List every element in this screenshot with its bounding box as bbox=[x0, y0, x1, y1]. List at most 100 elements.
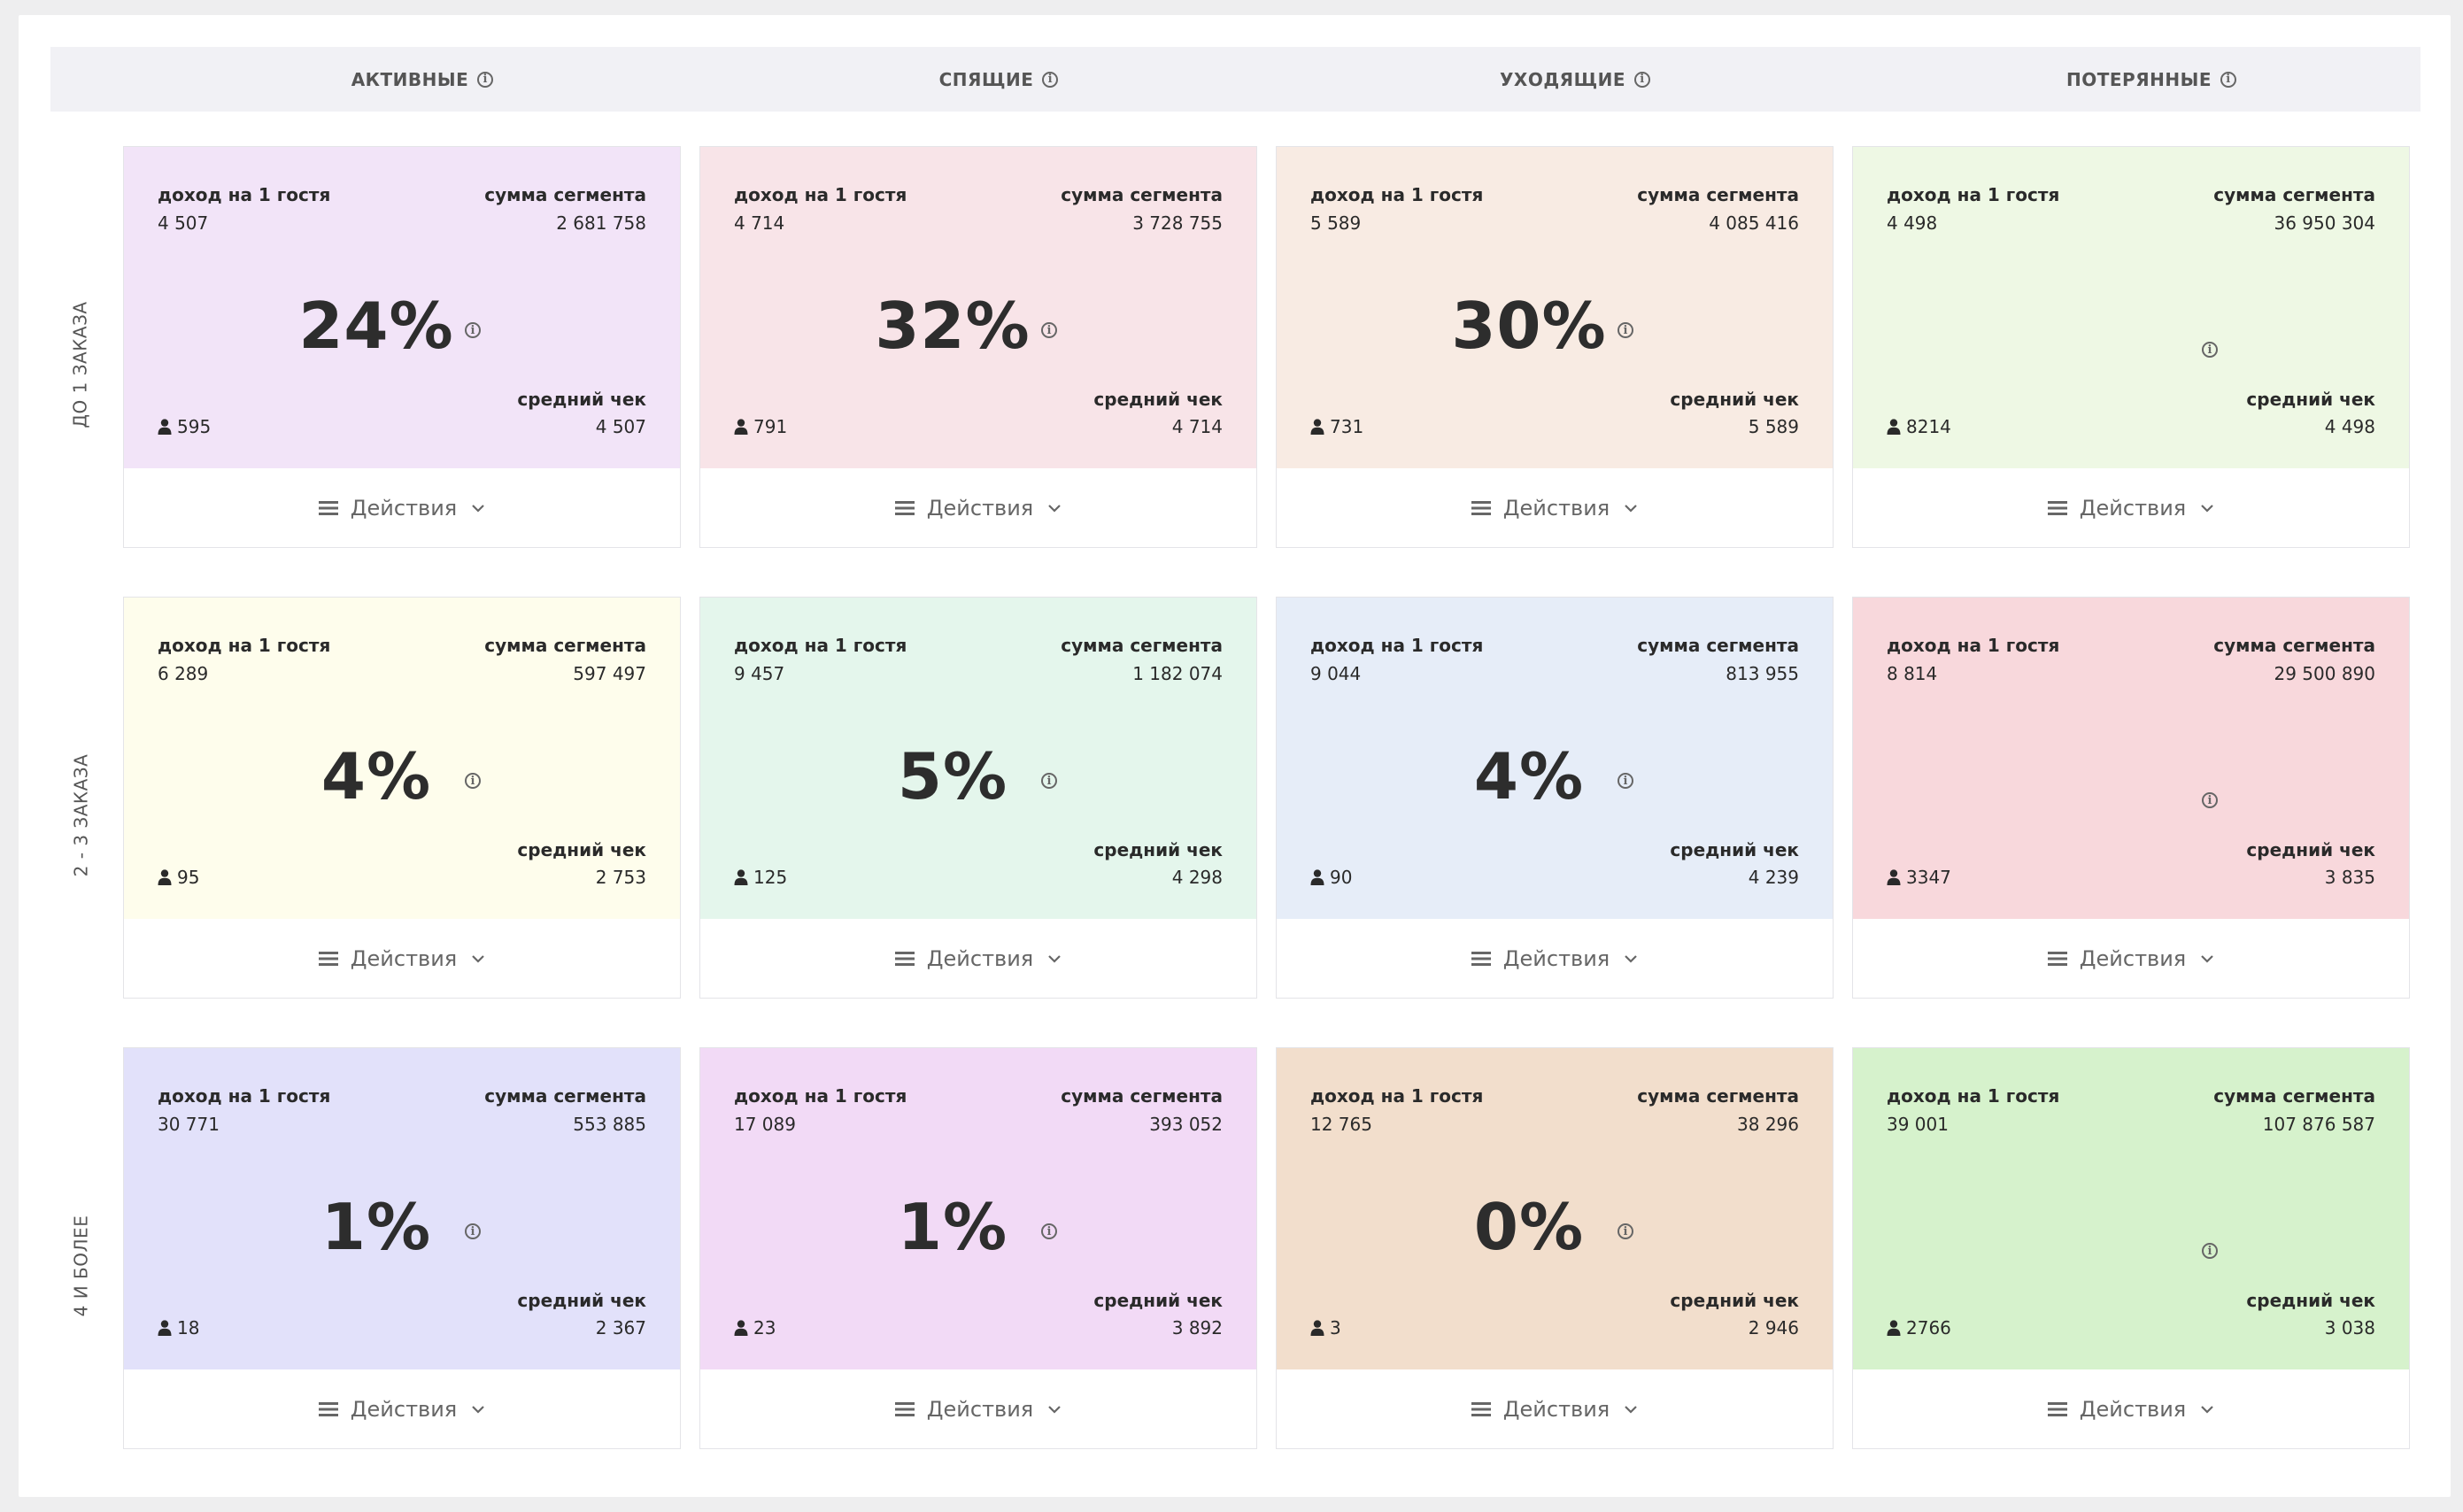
guest-count-value: 23 bbox=[753, 1317, 776, 1338]
menu-icon bbox=[318, 951, 338, 966]
actions-label: Действия bbox=[926, 1396, 1034, 1422]
segment-card: доход на 1 гостя 12 765 сумма сегмента 38 2… bbox=[1276, 1047, 1834, 1449]
actions-dropdown[interactable]: Действия bbox=[1277, 468, 1833, 547]
segment-card-body[interactable]: доход на 1 гостя 4 714 сумма сегмента 3 728… bbox=[700, 147, 1256, 468]
menu-icon bbox=[1471, 500, 1491, 515]
segment-columns-header: АКТИВНЫЕ i СПЯЩИЕ i УХОДЯЩИЕ i ПОТЕРЯННЫ… bbox=[50, 47, 2421, 112]
segment-card-body[interactable]: доход на 1 гостя 4 498 сумма сегмента 36 95… bbox=[1853, 147, 2409, 468]
income-per-guest-label: доход на 1 гостя bbox=[1887, 1085, 2060, 1107]
menu-icon bbox=[318, 1401, 338, 1416]
info-icon[interactable]: i bbox=[477, 71, 494, 88]
info-icon[interactable]: i bbox=[1618, 1223, 1633, 1239]
segment-card-body[interactable]: доход на 1 гостя 12 765 сумма сегмента 38 2… bbox=[1277, 1048, 1833, 1369]
avg-check-value: 4 507 bbox=[595, 416, 646, 437]
guest-count: 23 bbox=[734, 1317, 776, 1338]
column-leaving[interactable]: УХОДЯЩИЕ i bbox=[1287, 47, 1863, 112]
info-icon[interactable]: i bbox=[1633, 71, 1650, 88]
segment-card-body[interactable]: доход на 1 гостя 39 001 сумма сегмента 107 … bbox=[1853, 1048, 2409, 1369]
info-icon[interactable]: i bbox=[2202, 342, 2218, 358]
actions-dropdown[interactable]: Действия bbox=[700, 468, 1256, 547]
avg-check-label: средний чек bbox=[1670, 839, 1799, 860]
actions-dropdown[interactable]: Действия bbox=[1853, 919, 2409, 998]
chevron-down-icon bbox=[472, 504, 485, 513]
actions-dropdown[interactable]: Действия bbox=[1853, 468, 2409, 547]
column-label: УХОДЯЩИЕ bbox=[1500, 68, 1625, 90]
segment-sum-label: сумма сегмента bbox=[484, 1085, 646, 1107]
person-icon bbox=[1887, 1320, 1901, 1336]
segment-card-body[interactable]: доход на 1 гостя 5 589 сумма сегмента 4 085… bbox=[1277, 147, 1833, 468]
guest-count-value: 3 bbox=[1330, 1317, 1341, 1338]
avg-check-label: средний чек bbox=[2246, 1290, 2375, 1311]
actions-dropdown[interactable]: Действия bbox=[700, 1369, 1256, 1448]
segment-card-body[interactable]: доход на 1 гостя 9 457 сумма сегмента 1 182… bbox=[700, 598, 1256, 919]
income-per-guest-value: 12 765 bbox=[1310, 1114, 1372, 1135]
segment-card: доход на 1 гостя 39 001 сумма сегмента 107 … bbox=[1852, 1047, 2410, 1449]
segment-card: доход на 1 гостя 4 714 сумма сегмента 3 728… bbox=[699, 146, 1257, 548]
segment-sum-label: сумма сегмента bbox=[1637, 1085, 1799, 1107]
info-icon[interactable]: i bbox=[2202, 792, 2218, 808]
income-per-guest-value: 4 714 bbox=[734, 212, 785, 234]
segment-sum-label: сумма сегмента bbox=[1637, 635, 1799, 656]
segment-card-body[interactable]: доход на 1 гостя 8 814 сумма сегмента 29 50… bbox=[1853, 598, 2409, 919]
row-label-2-3-orders: 2 - 3 ЗАКАЗА bbox=[63, 612, 98, 1019]
person-icon bbox=[1887, 419, 1901, 435]
menu-icon bbox=[318, 500, 338, 515]
segment-card: доход на 1 гостя 5 589 сумма сегмента 4 085… bbox=[1276, 146, 1834, 548]
avg-check-label: средний чек bbox=[1670, 389, 1799, 410]
info-icon[interactable]: i bbox=[2202, 1243, 2218, 1259]
column-label: АКТИВНЫЕ bbox=[351, 68, 469, 90]
segment-sum-label: сумма сегмента bbox=[1637, 184, 1799, 205]
info-icon[interactable]: i bbox=[2220, 71, 2236, 88]
person-icon bbox=[734, 1320, 748, 1336]
segment-sum-value: 36 950 304 bbox=[2274, 212, 2375, 234]
guest-count: 18 bbox=[158, 1317, 199, 1338]
actions-dropdown[interactable]: Действия bbox=[124, 1369, 680, 1448]
info-icon[interactable]: i bbox=[1041, 322, 1057, 338]
column-sleeping[interactable]: СПЯЩИЕ i bbox=[711, 47, 1286, 112]
avg-check-value: 3 892 bbox=[1171, 1317, 1223, 1338]
info-icon[interactable]: i bbox=[465, 1223, 481, 1239]
guest-count-value: 731 bbox=[1330, 416, 1364, 437]
actions-dropdown[interactable]: Действия bbox=[700, 919, 1256, 998]
actions-dropdown[interactable]: Действия bbox=[124, 468, 680, 547]
segment-percent: 1% bbox=[320, 1190, 432, 1264]
person-icon bbox=[1310, 869, 1324, 885]
column-lost[interactable]: ПОТЕРЯННЫЕ i bbox=[1864, 47, 2439, 112]
guest-count-value: 125 bbox=[753, 867, 788, 888]
actions-dropdown[interactable]: Действия bbox=[1853, 1369, 2409, 1448]
chevron-down-icon bbox=[2201, 1405, 2214, 1414]
actions-dropdown[interactable]: Действия bbox=[1277, 919, 1833, 998]
actions-dropdown[interactable]: Действия bbox=[124, 919, 680, 998]
avg-check-label: средний чек bbox=[1093, 389, 1223, 410]
menu-icon bbox=[1471, 951, 1491, 966]
segment-card-body[interactable]: доход на 1 гостя 30 771 сумма сегмента 553 … bbox=[124, 1048, 680, 1369]
info-icon[interactable]: i bbox=[1042, 71, 1059, 88]
info-icon[interactable]: i bbox=[465, 773, 481, 789]
segment-sum-label: сумма сегмента bbox=[1061, 184, 1223, 205]
segment-card-body[interactable]: доход на 1 гостя 17 089 сумма сегмента 393 … bbox=[700, 1048, 1256, 1369]
info-icon[interactable]: i bbox=[1618, 322, 1633, 338]
segment-sum-label: сумма сегмента bbox=[484, 635, 646, 656]
segment-card-body[interactable]: доход на 1 гостя 4 507 сумма сегмента 2 681… bbox=[124, 147, 680, 468]
info-icon[interactable]: i bbox=[1041, 1223, 1057, 1239]
segment-card-body[interactable]: доход на 1 гостя 6 289 сумма сегмента 597 4… bbox=[124, 598, 680, 919]
person-icon bbox=[1887, 869, 1901, 885]
column-active[interactable]: АКТИВНЫЕ i bbox=[135, 47, 710, 112]
info-icon[interactable]: i bbox=[1041, 773, 1057, 789]
avg-check-label: средний чек bbox=[517, 1290, 646, 1311]
chevron-down-icon bbox=[1048, 1405, 1062, 1414]
income-per-guest-label: доход на 1 гостя bbox=[158, 635, 331, 656]
segment-card-body[interactable]: доход на 1 гостя 9 044 сумма сегмента 813 9… bbox=[1277, 598, 1833, 919]
segment-sum-value: 38 296 bbox=[1737, 1114, 1799, 1135]
actions-dropdown[interactable]: Действия bbox=[1277, 1369, 1833, 1448]
income-per-guest-value: 6 289 bbox=[158, 663, 209, 684]
segment-sum-value: 553 885 bbox=[573, 1114, 646, 1135]
segment-sum-value: 813 955 bbox=[1726, 663, 1799, 684]
segment-card: доход на 1 гостя 6 289 сумма сегмента 597 4… bbox=[123, 597, 681, 999]
segments-panel: АКТИВНЫЕ i СПЯЩИЕ i УХОДЯЩИЕ i ПОТЕРЯННЫ… bbox=[19, 15, 2451, 1497]
income-per-guest-label: доход на 1 гостя bbox=[158, 184, 331, 205]
info-icon[interactable]: i bbox=[1618, 773, 1633, 789]
info-icon[interactable]: i bbox=[465, 322, 481, 338]
segment-sum-value: 4 085 416 bbox=[1709, 212, 1799, 234]
menu-icon bbox=[894, 1401, 915, 1416]
